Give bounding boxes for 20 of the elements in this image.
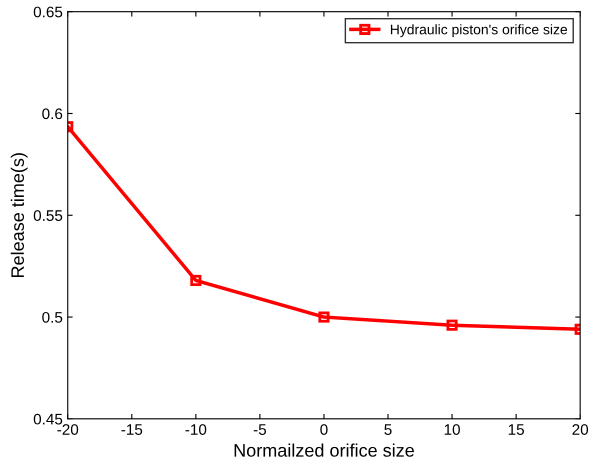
x-tick-label: 20 — [572, 424, 588, 435]
y-tick-label: 0.65 — [34, 6, 62, 18]
x-tick-label: 0 — [320, 424, 328, 435]
point — [190, 274, 202, 286]
point — [318, 312, 330, 323]
x-tick-label: 10 — [444, 424, 460, 435]
y-tick-label: 0.45 — [34, 414, 62, 425]
x-tick-label: 15 — [508, 424, 524, 435]
y-tick-label: 0.55 — [34, 210, 62, 221]
y-tick-label: 0.6 — [42, 108, 62, 120]
legend-label: Hydraulic piston's orifice size — [390, 24, 568, 38]
x-tick-label: -20 — [57, 424, 78, 435]
y-tick-label: 0.5 — [42, 312, 62, 323]
x-tick-label: -10 — [185, 424, 206, 435]
x-tick-label: -5 — [254, 424, 266, 435]
point — [446, 320, 458, 331]
x-tick-label: -15 — [121, 424, 142, 435]
y-axis-title: Release time(s) — [10, 153, 28, 278]
x-axis-title: Normailzed orifice size — [234, 444, 414, 457]
x-tick-label: 5 — [384, 424, 392, 435]
